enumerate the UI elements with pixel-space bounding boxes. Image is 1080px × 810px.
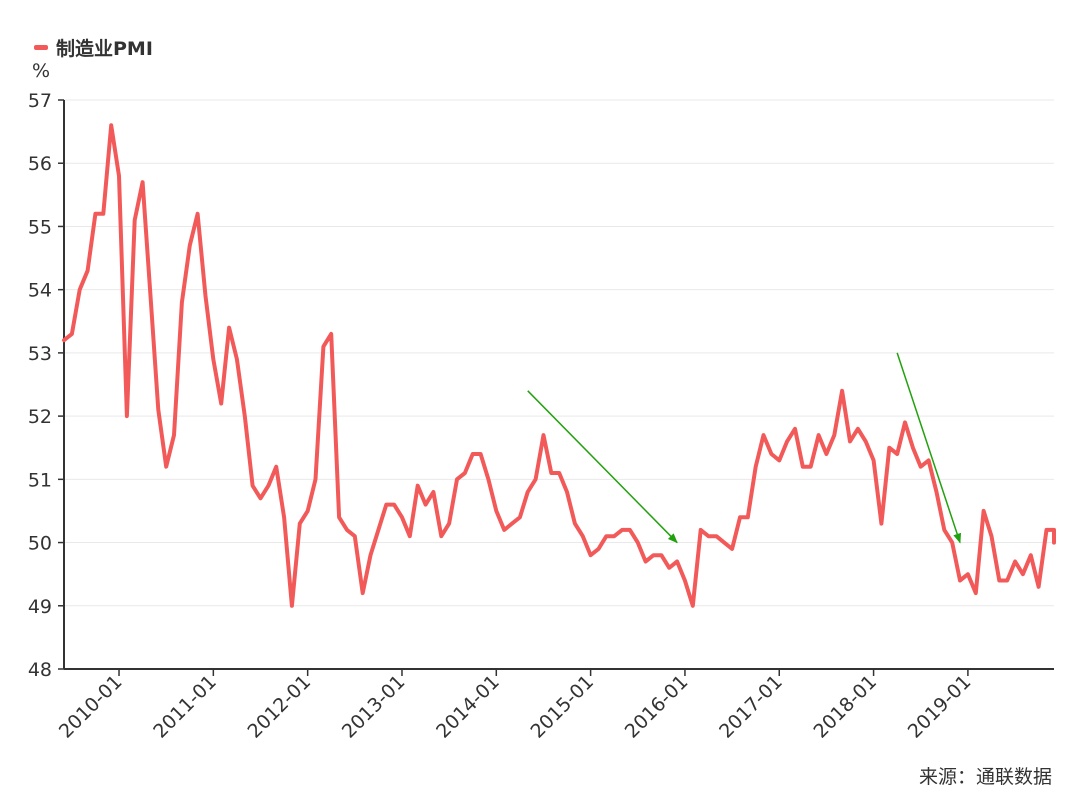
x-tick-label: 2015-01 bbox=[526, 671, 598, 743]
y-tick-label: 54 bbox=[28, 280, 52, 302]
y-tick-label: 55 bbox=[28, 216, 52, 238]
y-tick-label: 53 bbox=[28, 343, 52, 365]
legend-label: 制造业PMI bbox=[56, 38, 153, 60]
legend: 制造业PMI bbox=[34, 34, 153, 61]
y-tick-label: 50 bbox=[28, 533, 52, 555]
source-note: 来源：通联数据 bbox=[918, 766, 1052, 788]
y-tick-label: 56 bbox=[28, 153, 52, 175]
y-tick-label: 57 bbox=[28, 90, 52, 112]
x-tick-label: 2010-01 bbox=[55, 671, 127, 743]
x-tick-label: 2017-01 bbox=[715, 671, 787, 743]
x-tick-label: 2013-01 bbox=[338, 671, 410, 743]
y-tick-label: 51 bbox=[28, 469, 52, 491]
x-tick-label: 2018-01 bbox=[809, 671, 881, 743]
y-tick-label: 49 bbox=[28, 596, 52, 618]
trend-arrow bbox=[896, 352, 962, 544]
legend-swatch bbox=[34, 45, 48, 50]
y-tick-label: 52 bbox=[28, 406, 52, 428]
trend-arrow bbox=[527, 390, 678, 544]
x-tick-label: 2012-01 bbox=[244, 671, 316, 743]
x-tick-label: 2014-01 bbox=[432, 671, 504, 743]
series-line-pmi bbox=[62, 123, 1056, 608]
x-tick-label: 2011-01 bbox=[149, 671, 221, 743]
x-tick-label: 2016-01 bbox=[621, 671, 693, 743]
y-unit-label: % bbox=[32, 60, 51, 82]
y-tick-label: 48 bbox=[28, 659, 52, 681]
x-tick-label: 2019-01 bbox=[904, 671, 976, 743]
